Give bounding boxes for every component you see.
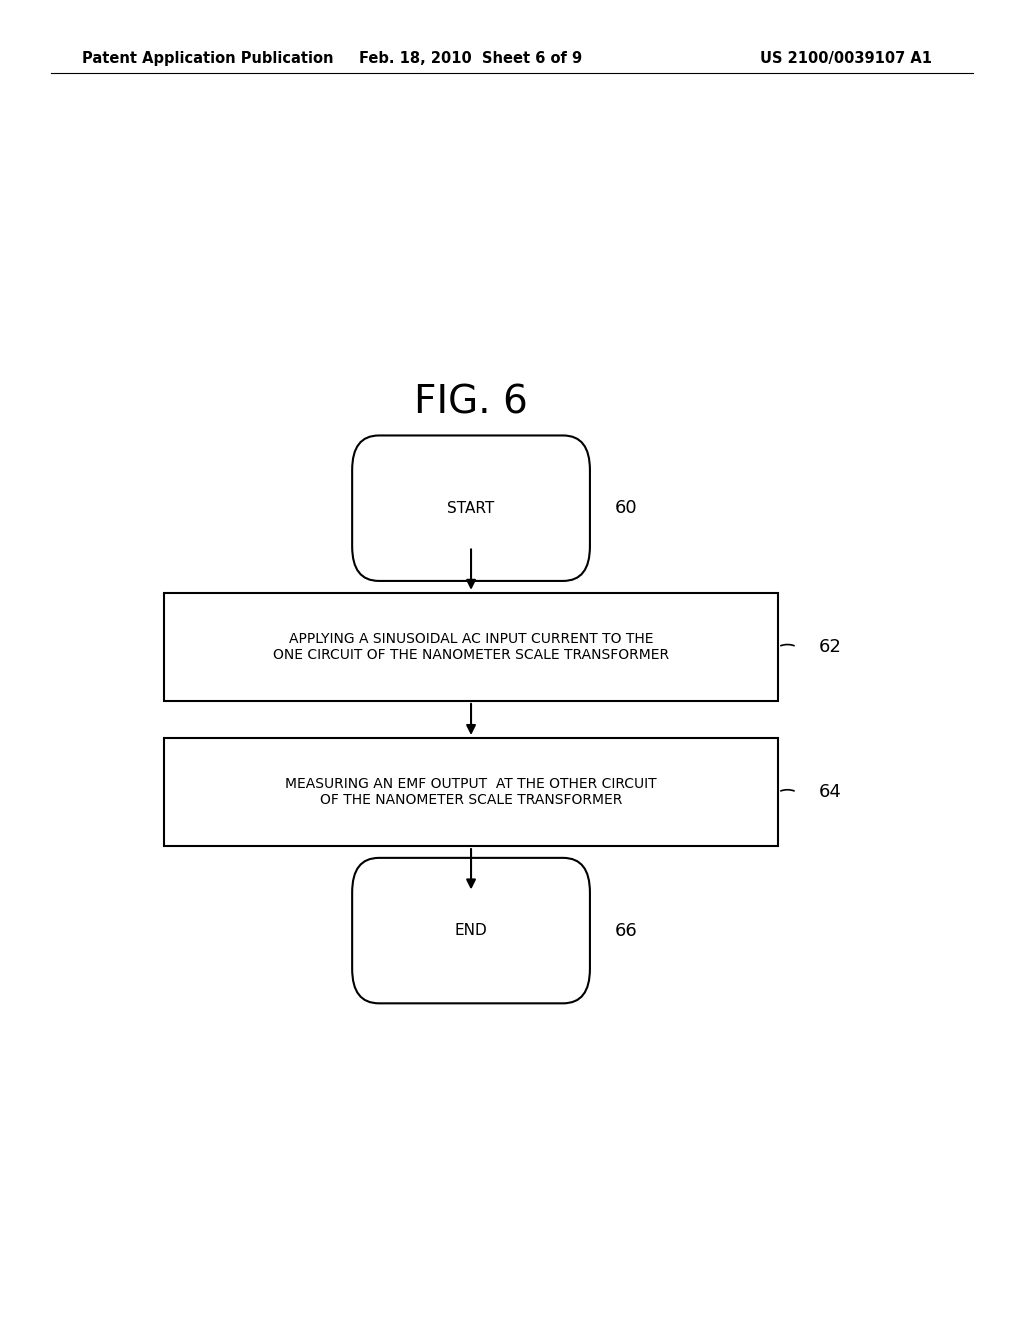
Text: Feb. 18, 2010  Sheet 6 of 9: Feb. 18, 2010 Sheet 6 of 9 bbox=[359, 50, 583, 66]
FancyBboxPatch shape bbox=[352, 436, 590, 581]
Text: US 2100/0039107 A1: US 2100/0039107 A1 bbox=[760, 50, 932, 66]
Text: APPLYING A SINUSOIDAL AC INPUT CURRENT TO THE
ONE CIRCUIT OF THE NANOMETER SCALE: APPLYING A SINUSOIDAL AC INPUT CURRENT T… bbox=[273, 632, 669, 661]
Text: MEASURING AN EMF OUTPUT  AT THE OTHER CIRCUIT
OF THE NANOMETER SCALE TRANSFORMER: MEASURING AN EMF OUTPUT AT THE OTHER CIR… bbox=[286, 777, 656, 807]
Text: Patent Application Publication: Patent Application Publication bbox=[82, 50, 334, 66]
FancyBboxPatch shape bbox=[164, 593, 778, 701]
Text: END: END bbox=[455, 923, 487, 939]
FancyBboxPatch shape bbox=[352, 858, 590, 1003]
Text: START: START bbox=[447, 500, 495, 516]
Text: 64: 64 bbox=[819, 783, 842, 801]
FancyBboxPatch shape bbox=[164, 738, 778, 846]
Text: 66: 66 bbox=[614, 921, 637, 940]
Text: 62: 62 bbox=[819, 638, 842, 656]
Text: FIG. 6: FIG. 6 bbox=[414, 384, 528, 421]
Text: 60: 60 bbox=[614, 499, 637, 517]
